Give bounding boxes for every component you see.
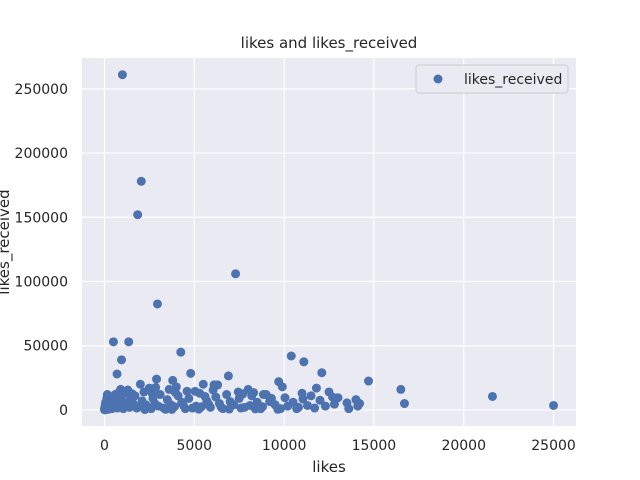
data-point <box>222 390 232 400</box>
data-point <box>299 357 309 367</box>
x-tick-label: 10000 <box>262 438 307 454</box>
data-point <box>152 299 162 309</box>
data-point <box>113 388 123 398</box>
data-point <box>117 70 127 80</box>
plot-background <box>82 58 576 426</box>
data-point <box>124 337 134 347</box>
data-point <box>236 403 246 413</box>
data-point <box>136 176 146 186</box>
y-tick-label: 150000 <box>15 210 68 226</box>
data-point <box>147 388 157 398</box>
data-point <box>317 368 327 378</box>
data-point <box>161 404 171 414</box>
data-point <box>184 393 194 403</box>
x-tick-label: 25000 <box>531 438 576 454</box>
data-point <box>176 347 186 357</box>
data-point <box>306 391 316 401</box>
data-point <box>302 400 312 410</box>
data-point <box>225 397 235 407</box>
data-points <box>99 70 559 415</box>
data-point <box>139 387 149 397</box>
data-point <box>200 391 210 401</box>
data-point <box>153 401 163 411</box>
data-point <box>328 392 338 402</box>
data-point <box>190 386 200 396</box>
data-point <box>311 383 321 393</box>
data-point <box>102 390 112 400</box>
y-axis-label: likes_received <box>0 189 14 294</box>
data-point <box>283 401 293 411</box>
data-point <box>273 404 283 414</box>
y-tick-label: 250000 <box>15 82 68 98</box>
data-point <box>208 385 218 395</box>
y-tick-label: 200000 <box>15 146 68 162</box>
x-axis-label: likes <box>312 458 346 476</box>
data-point <box>117 355 127 365</box>
data-point <box>127 389 137 399</box>
y-tick-label: 0 <box>59 403 68 419</box>
data-point <box>258 402 268 412</box>
data-point <box>280 393 290 403</box>
data-point <box>310 403 320 413</box>
y-tick-label: 50000 <box>23 339 68 355</box>
data-point <box>298 394 308 404</box>
data-point <box>364 376 374 386</box>
x-tick-labels: 0 5000 10000 15000 20000 25000 <box>100 438 576 454</box>
data-point <box>286 351 296 361</box>
data-point <box>223 371 233 381</box>
data-point <box>250 404 260 414</box>
data-point <box>292 404 302 414</box>
data-point <box>132 403 142 413</box>
x-tick-label: 0 <box>100 438 109 454</box>
data-point <box>178 400 188 410</box>
data-point <box>249 388 259 398</box>
data-point <box>211 392 221 402</box>
data-point <box>353 401 363 411</box>
legend-marker <box>433 74 443 84</box>
data-point <box>198 379 208 389</box>
data-point <box>140 405 150 415</box>
data-point <box>167 404 177 414</box>
data-point <box>133 210 143 220</box>
data-point <box>204 399 214 409</box>
data-point <box>224 404 234 414</box>
chart-title: likes and likes_received <box>241 34 418 53</box>
data-point <box>396 384 406 394</box>
legend-box <box>415 64 569 94</box>
data-point <box>170 388 180 398</box>
data-point <box>233 387 243 397</box>
data-point <box>344 404 354 414</box>
data-point <box>194 404 204 414</box>
data-point <box>122 400 132 410</box>
data-point <box>182 386 192 396</box>
data-point <box>315 395 325 405</box>
x-tick-label: 5000 <box>176 438 212 454</box>
data-point <box>487 391 497 401</box>
x-tick-label: 15000 <box>352 438 397 454</box>
data-point <box>258 390 268 400</box>
data-point <box>216 402 226 412</box>
data-point <box>186 368 196 378</box>
data-point <box>108 337 118 347</box>
data-point <box>399 399 409 409</box>
data-point <box>162 395 172 405</box>
data-point <box>155 390 165 400</box>
data-point <box>152 374 162 384</box>
y-tick-label: 100000 <box>15 274 68 290</box>
data-point <box>135 379 145 389</box>
data-point <box>549 400 559 410</box>
x-tick-label: 20000 <box>441 438 486 454</box>
data-point <box>231 269 241 279</box>
data-point <box>267 393 277 403</box>
data-point <box>112 369 122 379</box>
y-tick-labels: 0 50000 100000 150000 200000 250000 <box>15 82 68 419</box>
data-point <box>277 382 287 392</box>
legend: likes_received <box>415 64 569 94</box>
data-point <box>320 401 330 411</box>
legend-label: likes_received <box>464 72 562 88</box>
